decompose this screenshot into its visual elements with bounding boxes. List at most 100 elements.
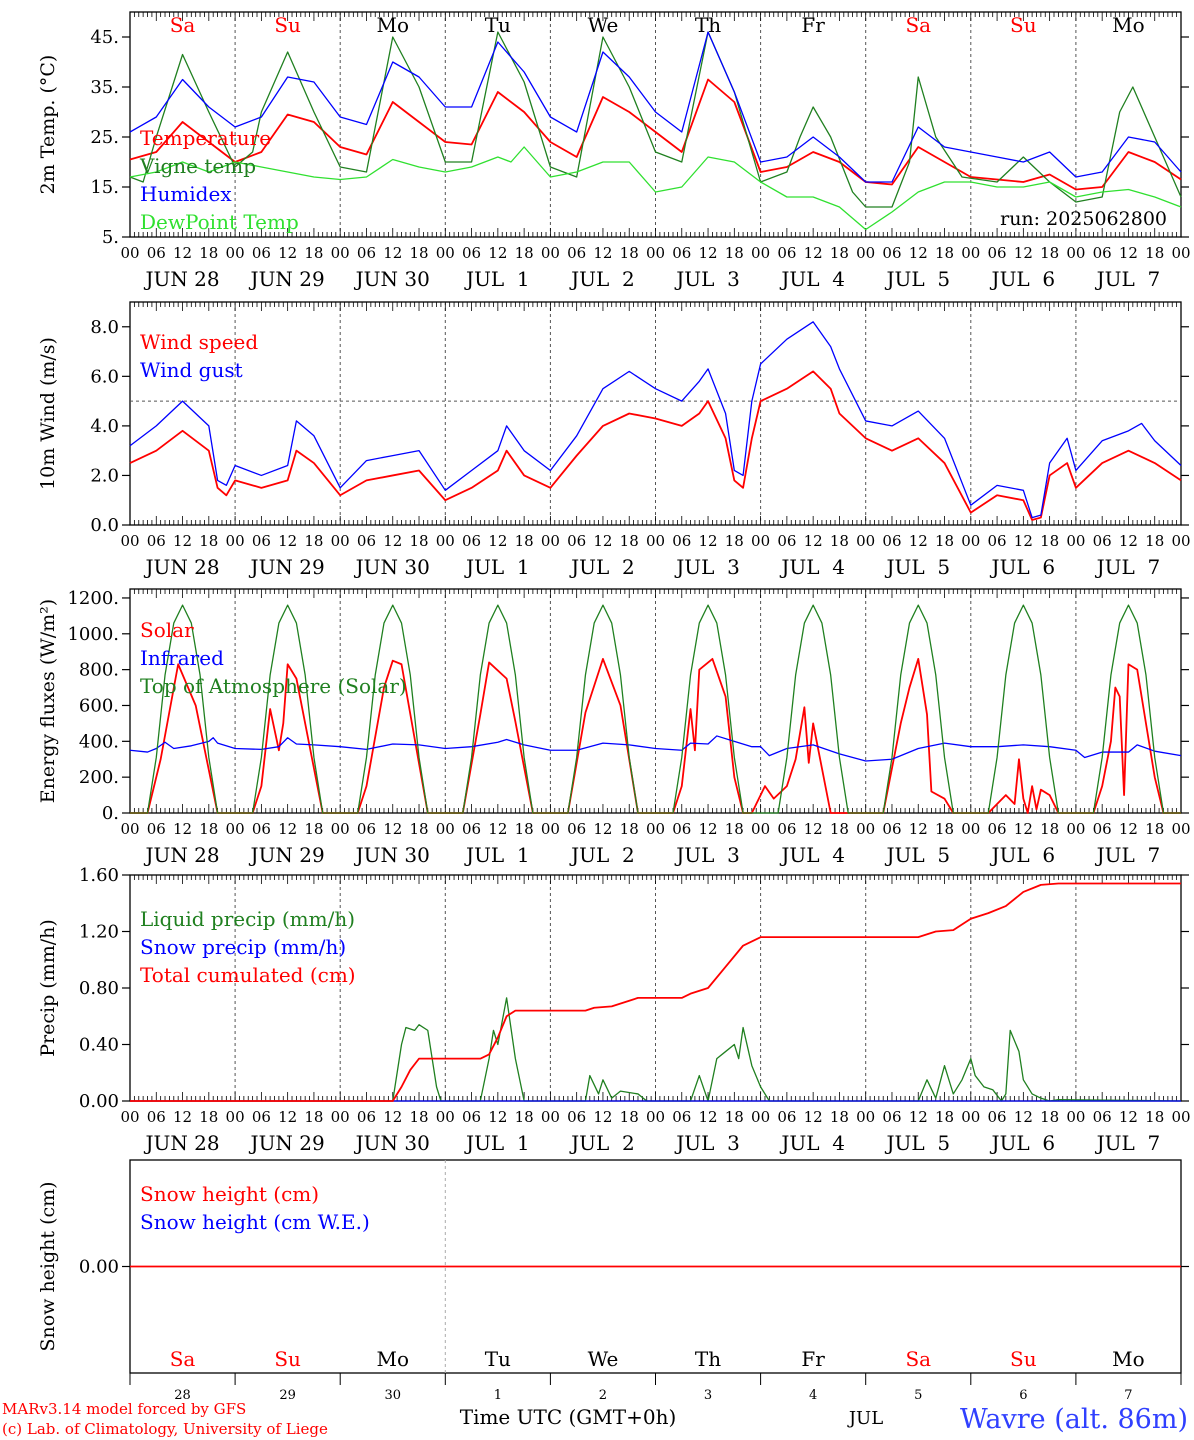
day-name: Su — [1010, 1347, 1037, 1371]
run-annotation: run: 2025062800 — [1000, 208, 1167, 230]
legend-entry: Solar — [140, 618, 194, 642]
day-number: 6 — [1019, 1388, 1027, 1403]
hour-label: 00 — [1171, 532, 1190, 550]
hour-label: 06 — [147, 244, 166, 262]
date-label: JUL 1 — [464, 267, 530, 291]
hour-label: 00 — [856, 1108, 875, 1126]
hour-label: 12 — [488, 532, 507, 550]
hour-label: 12 — [1014, 532, 1033, 550]
date-label: JUL 5 — [884, 555, 950, 579]
hour-label: 00 — [226, 820, 245, 838]
hour-ticks — [129, 12, 1182, 237]
hour-label: 12 — [909, 244, 928, 262]
hour-label: 12 — [699, 1108, 718, 1126]
day-name: Fr — [801, 1347, 825, 1371]
hour-label: 06 — [988, 244, 1007, 262]
hour-label: 06 — [1093, 1108, 1112, 1126]
series-line-infrared — [129, 735, 1182, 762]
y-tick-label: 0. — [102, 803, 119, 824]
hour-label: 00 — [436, 1108, 455, 1126]
series-line-wind-speed — [129, 370, 1182, 521]
hour-label: 06 — [357, 532, 376, 550]
hour-label: 06 — [777, 244, 796, 262]
hour-label: 06 — [777, 532, 796, 550]
hour-label: 06 — [777, 1108, 796, 1126]
y-axis-label: 2m Temp. (°C) — [37, 55, 59, 195]
legend-entry: Total cumulated (cm) — [140, 963, 356, 987]
hour-label: 00 — [541, 532, 560, 550]
date-label: JUL 7 — [1095, 843, 1161, 867]
hour-label: 00 — [226, 244, 245, 262]
hour-label: 18 — [935, 532, 954, 550]
day-number: 5 — [914, 1388, 922, 1403]
hour-label: 12 — [278, 244, 297, 262]
hour-label: 00 — [646, 820, 665, 838]
hour-label: 18 — [304, 244, 323, 262]
hour-label: 00 — [646, 1108, 665, 1126]
date-label: JUL 7 — [1095, 555, 1161, 579]
day-number: 4 — [809, 1388, 817, 1403]
panel-wind: 0.0 2.0 4.0 6.0 8.0 10m Wind (m/s) 00 06 12 18 JUN… — [37, 301, 1191, 579]
day-name: We — [588, 13, 619, 37]
hour-label: 12 — [1119, 820, 1138, 838]
day-name: Th — [695, 1347, 721, 1371]
hour-label: 06 — [882, 532, 901, 550]
hour-label: 18 — [620, 532, 639, 550]
hour-label: 12 — [804, 1108, 823, 1126]
hour-label: 18 — [304, 532, 323, 550]
date-label: JUL 2 — [569, 843, 635, 867]
hour-label: 06 — [252, 820, 271, 838]
date-label: JUL 6 — [990, 555, 1056, 579]
hour-label: 12 — [383, 244, 402, 262]
hour-label: 00 — [751, 532, 770, 550]
date-label: JUL 7 — [1095, 267, 1161, 291]
legend-entry: Snow height (cm W.E.) — [140, 1210, 370, 1234]
y-axis-label: 10m Wind (m/s) — [37, 337, 59, 490]
hour-label: 00 — [226, 532, 245, 550]
hour-label: 18 — [725, 1108, 744, 1126]
hour-label: 18 — [1145, 244, 1164, 262]
hour-label: 12 — [699, 532, 718, 550]
hour-label: 06 — [1093, 532, 1112, 550]
legend-entry: Snow height (cm) — [140, 1182, 319, 1206]
date-label: JUL 3 — [674, 843, 740, 867]
hour-label: 18 — [725, 532, 744, 550]
hour-label: 00 — [961, 244, 980, 262]
hour-label: 12 — [1014, 1108, 1033, 1126]
day-name: Fr — [801, 13, 825, 37]
y-tick-label: 2.0 — [90, 465, 119, 486]
date-label: JUN 28 — [143, 843, 219, 867]
hour-label: 06 — [1093, 244, 1112, 262]
hour-label: 18 — [304, 820, 323, 838]
hour-label: 12 — [804, 244, 823, 262]
y-tick-label: 800. — [79, 660, 119, 681]
hour-label: 06 — [252, 244, 271, 262]
hour-label: 00 — [331, 244, 350, 262]
date-label: JUL 3 — [674, 267, 740, 291]
hour-label: 12 — [1119, 244, 1138, 262]
date-label: JUL 2 — [569, 555, 635, 579]
date-label: JUL 4 — [779, 1131, 845, 1155]
hour-label: 06 — [567, 1108, 586, 1126]
hour-label: 00 — [646, 532, 665, 550]
series-line-top-of-atmosphere-solar- — [130, 604, 1181, 814]
legend-entry: Top of Atmosphere (Solar) — [140, 674, 407, 698]
hour-label: 18 — [935, 244, 954, 262]
hour-label: 00 — [541, 1108, 560, 1126]
y-tick-label: 0.80 — [79, 978, 119, 999]
hour-label: 18 — [1145, 532, 1164, 550]
date-label: JUL 4 — [779, 555, 845, 579]
hour-label: 06 — [462, 532, 481, 550]
day-name: Sa — [905, 13, 931, 37]
hour-label: 06 — [147, 820, 166, 838]
date-label: JUN 30 — [354, 267, 430, 291]
hour-label: 12 — [699, 244, 718, 262]
hour-label: 00 — [856, 820, 875, 838]
hour-label: 12 — [593, 244, 612, 262]
hour-label: 00 — [1171, 1108, 1190, 1126]
date-label: JUL 1 — [464, 843, 530, 867]
hour-label: 00 — [1066, 532, 1085, 550]
hour-label: 00 — [961, 1108, 980, 1126]
day-name: Su — [274, 13, 301, 37]
hour-label: 12 — [173, 820, 192, 838]
